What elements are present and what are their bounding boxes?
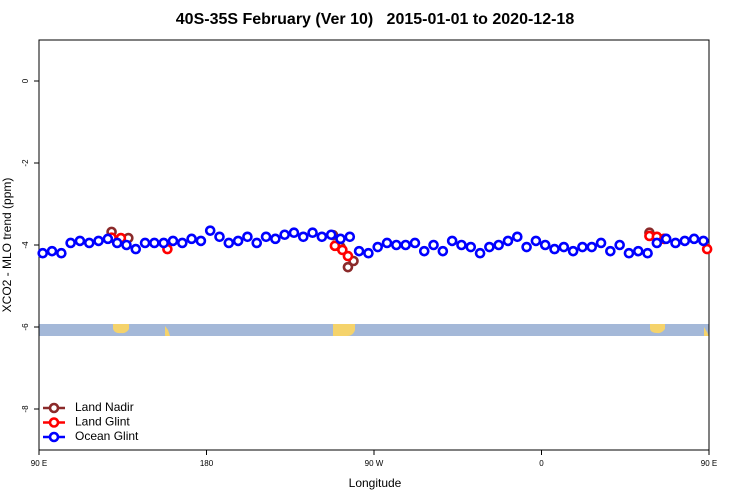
data-point <box>632 245 644 257</box>
data-point <box>679 235 691 247</box>
data-point <box>456 239 467 251</box>
data-point <box>139 237 151 249</box>
data-point <box>56 247 67 259</box>
data-point <box>204 225 216 236</box>
data-point <box>400 239 411 251</box>
data-point <box>329 240 341 252</box>
data-point <box>698 235 709 247</box>
data-point <box>149 237 160 249</box>
data-point <box>260 231 272 243</box>
data-point <box>130 243 142 255</box>
data-point <box>242 231 253 243</box>
data-point <box>342 250 354 262</box>
data-point <box>279 229 290 241</box>
data-point <box>605 245 616 257</box>
data-point <box>83 237 95 249</box>
x-axis-label: Longitude <box>349 476 402 490</box>
data-point <box>701 243 713 255</box>
data-point <box>167 235 179 247</box>
y-tick-label: -6 <box>21 323 30 331</box>
data-point <box>512 231 523 243</box>
data-point <box>418 245 430 257</box>
data-point <box>102 233 114 245</box>
data-point <box>530 235 542 247</box>
legend-marker <box>48 431 60 443</box>
y-axis-label: XCO2 - MLO trend (ppm) <box>0 178 14 313</box>
data-point <box>381 237 393 249</box>
data-point <box>74 235 86 247</box>
data-point <box>288 227 300 238</box>
data-point <box>223 237 235 249</box>
data-point <box>521 241 532 253</box>
data-point <box>270 233 281 245</box>
data-point <box>409 237 421 249</box>
map-strip <box>39 324 709 336</box>
data-point <box>93 235 104 247</box>
data-point <box>37 247 49 259</box>
data-point <box>65 237 76 249</box>
data-point <box>493 239 504 251</box>
data-point <box>539 239 551 251</box>
data-point <box>232 235 244 247</box>
data-point <box>297 231 309 243</box>
data-point <box>177 237 188 249</box>
x-tick-label: 0 <box>539 459 544 468</box>
legend-marker <box>48 402 60 414</box>
legend-label: Land Glint <box>75 415 130 429</box>
data-point <box>46 245 58 257</box>
data-point <box>623 247 635 259</box>
data-point <box>111 237 123 249</box>
data-point <box>651 237 663 249</box>
data-point <box>549 243 560 255</box>
x-tick-label: 90 E <box>31 459 47 468</box>
data-point <box>342 261 354 273</box>
data-point <box>670 237 681 249</box>
data-point <box>307 227 318 238</box>
data-point <box>614 239 625 251</box>
y-tick-label: 0 <box>21 78 30 83</box>
legend-label: Land Nadir <box>75 400 134 414</box>
data-point <box>577 241 588 253</box>
data-point <box>316 231 328 243</box>
data-point <box>344 231 356 243</box>
data-point <box>484 241 495 253</box>
data-point <box>660 233 672 245</box>
data-point <box>251 237 263 249</box>
data-point <box>372 241 384 253</box>
legend-label: Ocean Glint <box>75 429 139 443</box>
x-tick-label: 90 E <box>701 459 717 468</box>
data-point <box>337 244 348 256</box>
x-tick-label: 180 <box>200 459 214 468</box>
chart-title: 40S-35S February (Ver 10) 2015-01-01 to … <box>176 11 575 28</box>
data-point <box>186 233 197 245</box>
x-tick-label: 90 W <box>365 459 384 468</box>
data-point <box>502 235 514 247</box>
data-point <box>567 245 579 257</box>
data-point <box>446 235 458 247</box>
data-point <box>353 245 365 257</box>
data-point <box>121 239 132 251</box>
data-point <box>558 241 570 253</box>
legend-marker <box>48 417 60 428</box>
y-tick-label: -2 <box>21 159 30 167</box>
data-point <box>391 239 402 251</box>
data-point <box>465 241 477 253</box>
data-point <box>335 233 346 245</box>
y-tick-label: -8 <box>21 405 30 413</box>
data-point <box>688 233 700 245</box>
data-point <box>474 247 486 259</box>
data-point <box>214 231 225 243</box>
data-point <box>642 247 653 259</box>
y-tick-label: -4 <box>21 241 30 249</box>
data-point <box>158 237 169 249</box>
data-point <box>428 239 439 251</box>
data-point <box>437 245 449 257</box>
data-point <box>363 247 374 259</box>
data-point <box>595 237 607 249</box>
data-point <box>325 229 337 241</box>
data-point <box>195 235 207 247</box>
data-point <box>586 241 598 253</box>
